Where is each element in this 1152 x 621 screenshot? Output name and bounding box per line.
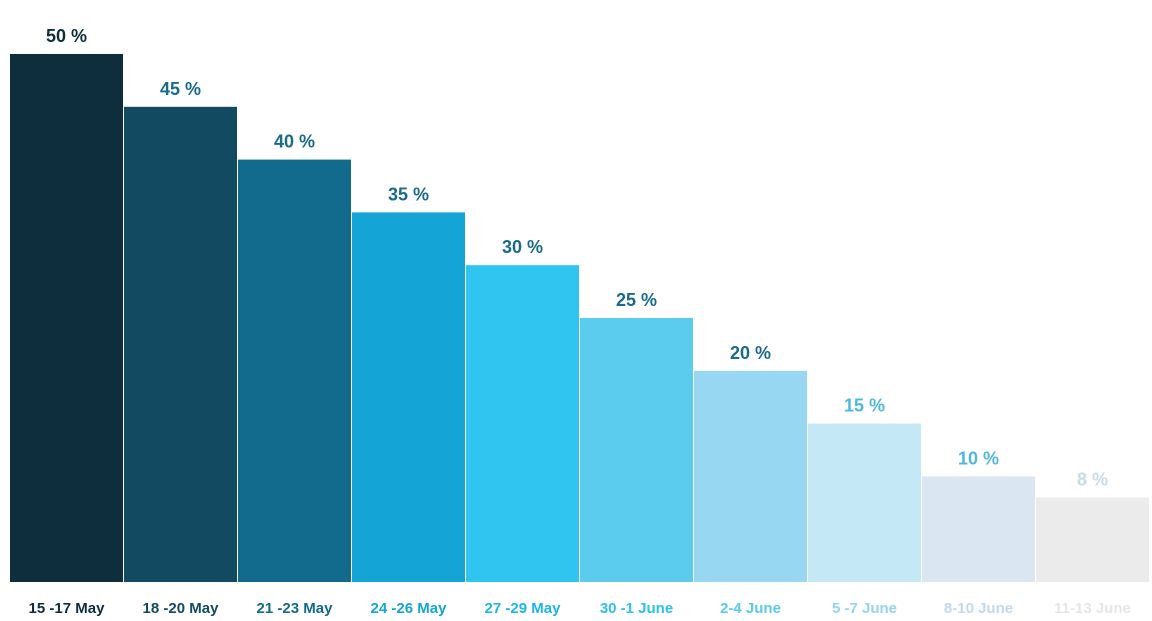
category-label: 8-10 June	[944, 600, 1013, 617]
bar-7	[694, 370, 807, 582]
category-label: 5 -7 June	[832, 600, 897, 617]
category-label: 30 -1 June	[600, 600, 673, 617]
bar-value-label: 10 %	[958, 448, 999, 468]
category-label: 2-4 June	[720, 600, 781, 617]
category-label: 11-13 June	[1054, 600, 1131, 617]
category-label: 24 -26 May	[371, 600, 448, 617]
bar-value-label: 25 %	[616, 290, 657, 310]
bar-value-label: 15 %	[844, 396, 885, 416]
category-label: 27 -29 May	[485, 600, 562, 617]
bar-1	[10, 54, 123, 582]
bar-2	[124, 106, 237, 583]
category-labels-group: 15 -17 May 18 -20 May 21 -23 May 24 -26 May…	[29, 600, 1131, 617]
bar-value-label: 35 %	[388, 184, 429, 204]
bar-value-label: 8 %	[1077, 470, 1108, 490]
value-labels-group: 50 % 45 % 40 % 35 % 30 % 25 % 20 % 15 % 10 % 8 %	[46, 26, 1108, 490]
bar-value-label: 40 %	[274, 132, 315, 152]
bar-6	[580, 318, 693, 582]
bar-value-label: 45 %	[160, 79, 201, 99]
bar-3	[238, 159, 351, 582]
bar-4	[352, 212, 465, 582]
category-label: 18 -20 May	[143, 600, 220, 617]
bars-group	[10, 54, 1149, 583]
category-label: 21 -23 May	[257, 600, 334, 617]
bar-value-label: 20 %	[730, 343, 771, 363]
bar-9	[922, 476, 1035, 582]
bar-value-label: 30 %	[502, 237, 543, 257]
category-label: 15 -17 May	[29, 600, 106, 617]
bar-10	[1036, 497, 1149, 582]
bar-value-label: 50 %	[46, 26, 87, 46]
bar-5	[466, 265, 579, 582]
bar-8	[808, 423, 921, 582]
